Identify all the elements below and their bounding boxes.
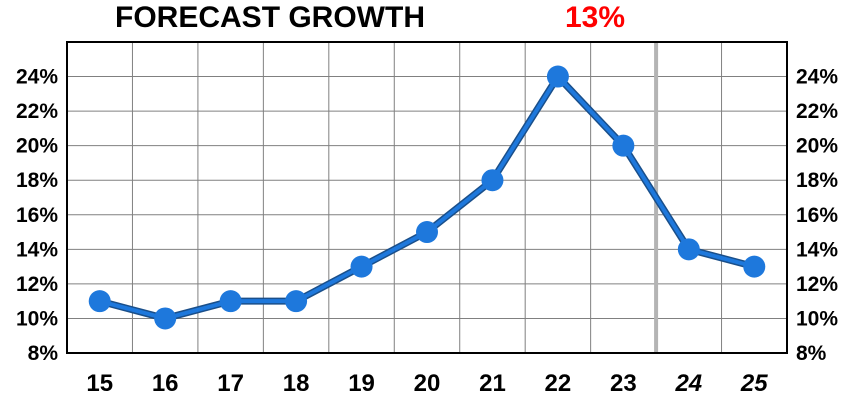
data-point-20 [416,221,438,244]
x-tick-label: 22 [545,370,572,397]
y-tick-label-left: 12% [16,273,58,296]
x-tick-label: 15 [86,370,113,397]
y-tick-label-left: 8% [28,342,59,365]
data-point-19 [350,255,373,278]
data-point-16 [154,307,177,330]
x-tick-label: 19 [348,370,375,397]
data-point-25 [743,255,766,278]
y-tick-label-left: 18% [16,169,58,192]
y-tick-label-left: 20% [16,135,58,158]
y-tick-label-left: 14% [16,238,58,261]
x-tick-label: 17 [217,370,244,397]
data-point-17 [219,290,242,313]
y-tick-label-left: 22% [16,100,58,123]
y-tick-label-right: 14% [796,238,838,261]
y-tick-label-right: 10% [796,307,838,330]
x-tick-label: 20 [414,370,441,397]
y-tick-label-left: 10% [16,307,58,330]
y-tick-label-right: 8% [796,342,827,365]
data-point-22 [546,65,569,88]
headline-growth-value: 13% [565,1,625,34]
y-tick-label-right: 20% [796,135,838,158]
y-tick-label-right: 16% [796,204,838,227]
y-axis-right: 8% 10% 12% 14% 16% 18% 20% 22% 24% [796,66,838,365]
y-tick-label-right: 24% [796,66,838,89]
y-tick-label-left: 16% [16,204,58,227]
y-axis-left: 8% 10% 12% 14% 16% 18% 20% 22% 24% [16,66,58,365]
series-points-layer [88,65,766,330]
y-tick-label-right: 18% [796,169,838,192]
y-tick-label-left: 24% [16,66,58,89]
data-point-15 [88,290,111,313]
y-tick-label-right: 22% [796,100,838,123]
x-tick-label: 25 [740,370,768,397]
data-point-18 [285,290,308,313]
x-tick-label: 21 [479,370,506,397]
x-tick-label: 23 [610,370,637,397]
plot-frame [66,41,788,354]
chart-title: FORECAST GROWTH [115,1,425,34]
y-tick-label-right: 12% [796,273,838,296]
data-point-23 [612,134,635,157]
data-point-21 [481,169,504,192]
plot-frame-layer [66,41,788,354]
x-tick-label: 16 [152,370,179,397]
data-point-24 [677,238,700,261]
grid [67,42,787,353]
x-tick-label: 24 [674,370,702,397]
x-tick-label: 18 [283,370,310,397]
x-axis: 15 16 17 18 19 20 21 22 23 24 25 [86,370,768,397]
